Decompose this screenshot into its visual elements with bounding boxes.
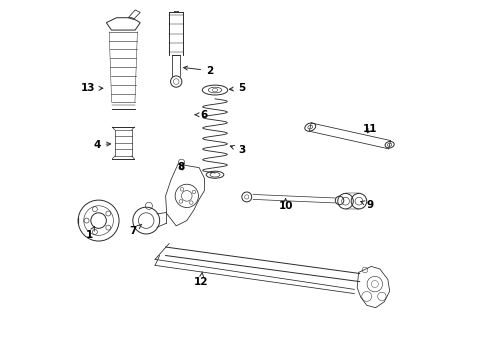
Text: 1: 1 — [86, 226, 95, 240]
Text: 9: 9 — [361, 200, 374, 210]
Text: 8: 8 — [178, 162, 185, 172]
Text: 11: 11 — [363, 124, 377, 134]
Text: 4: 4 — [93, 140, 111, 150]
Text: 13: 13 — [81, 83, 103, 93]
Text: 7: 7 — [129, 224, 142, 236]
Text: 10: 10 — [278, 198, 293, 211]
Text: 2: 2 — [184, 66, 213, 76]
Text: 12: 12 — [194, 272, 208, 287]
Text: 5: 5 — [229, 83, 245, 93]
Text: 6: 6 — [195, 110, 208, 120]
Text: 3: 3 — [230, 145, 245, 155]
